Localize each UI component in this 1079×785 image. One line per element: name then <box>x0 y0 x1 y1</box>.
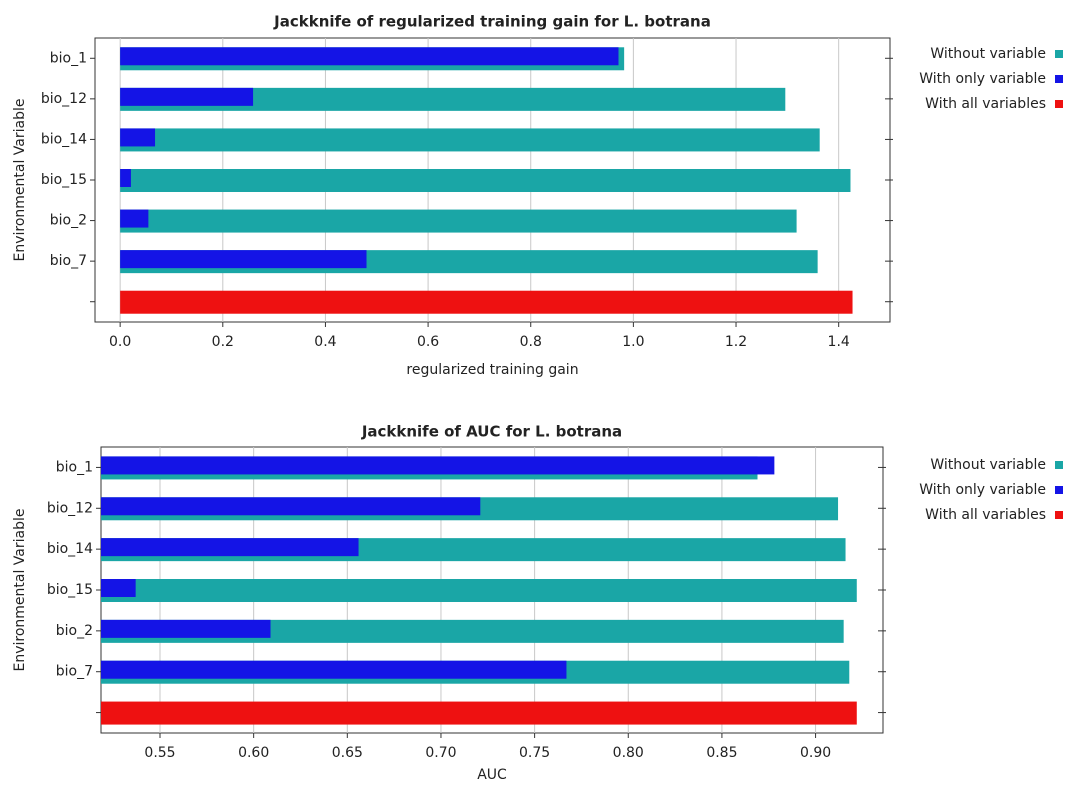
y-tick-label: bio_7 <box>50 253 87 269</box>
legend-swatch <box>1055 50 1063 58</box>
y-tick-label: bio_12 <box>41 91 87 107</box>
x-tick-label: 0.65 <box>332 745 363 761</box>
x-tick-label: 0.0 <box>109 334 131 350</box>
x-tick-label: 0.2 <box>212 334 234 350</box>
y-axis-label: Environmental Variable <box>12 99 28 262</box>
bar <box>120 47 619 66</box>
legend-label: Without variable <box>930 457 1046 473</box>
y-tick-label: bio_1 <box>56 459 93 475</box>
bar <box>120 87 254 106</box>
bar <box>120 209 149 228</box>
legend-swatch <box>1055 75 1063 83</box>
x-tick-label: 0.80 <box>613 745 644 761</box>
x-axis-label: regularized training gain <box>406 362 578 378</box>
legend-swatch <box>1055 486 1063 494</box>
bar <box>120 250 367 269</box>
bar <box>101 619 271 638</box>
legend-label: Without variable <box>930 46 1046 62</box>
x-tick-label: 1.4 <box>828 334 850 350</box>
bar <box>120 209 797 233</box>
y-tick-label: bio_12 <box>47 500 93 516</box>
x-tick-label: 0.60 <box>238 745 269 761</box>
bar <box>101 660 567 679</box>
bar <box>101 456 775 475</box>
bar <box>101 538 359 557</box>
bar <box>101 701 857 725</box>
x-tick-label: 0.70 <box>425 745 456 761</box>
chart-title: Jackknife of regularized training gain f… <box>273 13 711 31</box>
x-tick-label: 1.2 <box>725 334 747 350</box>
legend-label: With all variables <box>925 507 1046 523</box>
bar <box>120 290 853 314</box>
bar <box>120 169 131 187</box>
legend-swatch <box>1055 100 1063 108</box>
x-tick-label: 0.55 <box>144 745 175 761</box>
bar <box>101 579 857 602</box>
y-axis-label: Environmental Variable <box>12 509 28 672</box>
legend-swatch <box>1055 461 1063 469</box>
y-tick-label: bio_15 <box>47 582 93 598</box>
y-tick-label: bio_14 <box>47 541 93 557</box>
y-tick-label: bio_15 <box>41 172 87 188</box>
chart-title: Jackknife of AUC for L. botrana <box>361 423 622 441</box>
x-tick-label: 0.8 <box>520 334 542 350</box>
bar <box>120 128 820 152</box>
y-tick-label: bio_2 <box>56 623 93 639</box>
legend-swatch <box>1055 511 1063 519</box>
x-tick-label: 1.0 <box>622 334 644 350</box>
x-tick-label: 0.4 <box>314 334 336 350</box>
bar <box>120 169 851 192</box>
legend-label: With only variable <box>919 482 1046 498</box>
x-tick-label: 0.90 <box>800 745 831 761</box>
x-tick-label: 0.75 <box>519 745 550 761</box>
bar <box>101 579 136 597</box>
legend-label: With only variable <box>919 71 1046 87</box>
legend-label: With all variables <box>925 96 1046 112</box>
bar <box>101 497 481 516</box>
x-tick-label: 0.85 <box>706 745 737 761</box>
x-axis-label: AUC <box>477 767 507 783</box>
x-tick-label: 0.6 <box>417 334 439 350</box>
bar <box>120 87 786 111</box>
bar <box>101 619 844 643</box>
y-tick-label: bio_1 <box>50 50 87 66</box>
y-tick-label: bio_14 <box>41 131 87 147</box>
bar <box>120 128 156 147</box>
y-tick-label: bio_2 <box>50 213 87 229</box>
y-tick-label: bio_7 <box>56 664 93 680</box>
